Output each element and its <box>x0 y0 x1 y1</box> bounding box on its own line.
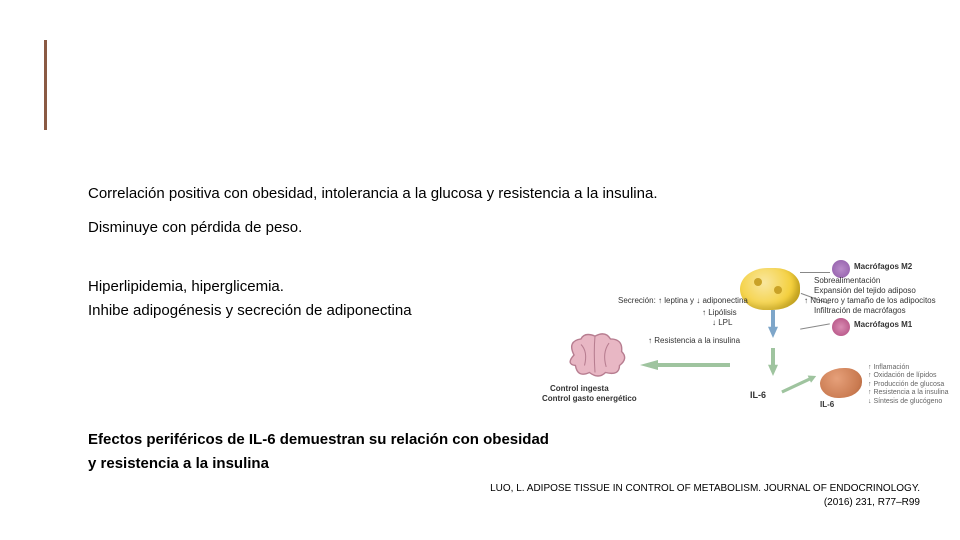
label-infilt: Infiltración de macrófagos <box>814 306 906 315</box>
paragraph-4a: Efectos periféricos de IL-6 demuestran s… <box>88 430 908 450</box>
paragraph-4b: y resistencia a la insulina <box>88 454 908 474</box>
label-overfeed: Sobrealimentación <box>814 276 880 285</box>
accent-bar <box>44 40 47 130</box>
label-lpl: ↓ LPL <box>712 318 732 327</box>
label-secretion: Secreción: ↑ leptina y ↓ adiponectina <box>618 296 748 305</box>
label-il6-right: IL-6 <box>820 400 834 409</box>
fx-line: ↓ Síntesis de glucógeno <box>868 398 949 406</box>
arrow-down-icon <box>768 348 778 376</box>
label-expansion: Expansión del tejido adiposo <box>814 286 916 295</box>
arrow-down-icon <box>768 310 778 338</box>
arrow-left-icon <box>640 360 730 370</box>
fx-line: ↑ Resistencia a la insulina <box>868 389 949 397</box>
label-il6-center: IL-6 <box>750 390 766 400</box>
brain-label-1: Control ingesta <box>550 384 609 393</box>
label-insres: ↑ Resistencia a la insulina <box>648 336 740 345</box>
il6-diagram: Control ingesta Control gasto energético… <box>520 260 920 430</box>
label-mac-m2: Macrófagos M2 <box>854 262 912 271</box>
macrophage-m1-icon <box>832 318 850 336</box>
label-lipolysis: ↑ Lipólisis <box>702 308 737 317</box>
fx-line: ↑ Producción de glucosa <box>868 381 949 389</box>
paragraph-1: Correlación positiva con obesidad, intol… <box>88 184 908 204</box>
liver-icon <box>820 368 862 398</box>
citation-line-2: (2016) 231, R77–R99 <box>490 496 920 510</box>
connector-line <box>800 272 830 273</box>
label-mac-m1: Macrófagos M1 <box>854 320 912 329</box>
fx-line: ↑ Inflamación <box>868 364 949 372</box>
citation: LUO, L. ADIPOSE TISSUE IN CONTROL OF MET… <box>490 482 920 510</box>
brain-label-2: Control gasto energético <box>542 394 637 403</box>
paragraph-2: Disminuye con pérdida de peso. <box>88 218 908 238</box>
connector-line <box>800 323 830 329</box>
arrow-diag-icon <box>780 372 818 395</box>
label-adipnum: ↑ Número y tamaño de los adipocitos <box>804 296 936 305</box>
effects-list: ↑ Inflamación ↑ Oxidación de lípidos ↑ P… <box>868 364 949 406</box>
brain-icon <box>560 330 630 380</box>
fx-line: ↑ Oxidación de lípidos <box>868 372 949 380</box>
adipose-icon <box>740 268 800 310</box>
citation-line-1: LUO, L. ADIPOSE TISSUE IN CONTROL OF MET… <box>490 482 920 496</box>
